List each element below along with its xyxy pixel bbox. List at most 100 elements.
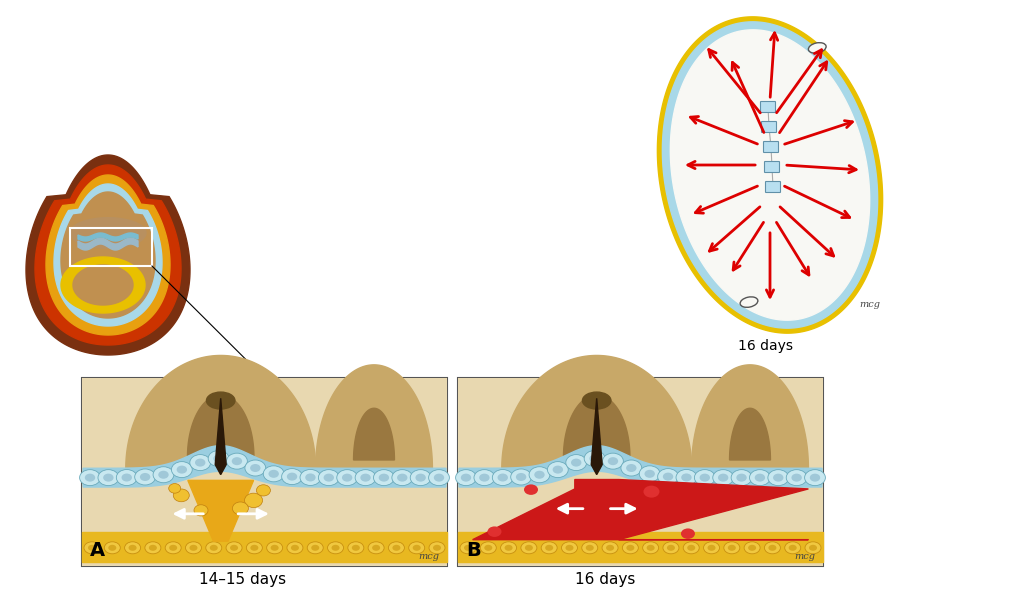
Polygon shape [73, 265, 133, 305]
Ellipse shape [608, 457, 618, 465]
Polygon shape [692, 365, 809, 468]
Text: 14–15 days: 14–15 days [199, 572, 286, 587]
Ellipse shape [657, 468, 678, 484]
Ellipse shape [116, 470, 137, 486]
Ellipse shape [789, 545, 797, 551]
Ellipse shape [149, 545, 157, 551]
Ellipse shape [566, 454, 586, 470]
Ellipse shape [332, 545, 340, 551]
Ellipse shape [541, 542, 557, 554]
Polygon shape [501, 356, 692, 468]
Polygon shape [662, 22, 878, 328]
Ellipse shape [521, 542, 537, 554]
Ellipse shape [121, 473, 132, 481]
Ellipse shape [810, 473, 820, 482]
Ellipse shape [603, 453, 624, 469]
Bar [82, 378, 447, 566]
FancyBboxPatch shape [760, 101, 775, 112]
FancyBboxPatch shape [764, 162, 779, 173]
Ellipse shape [185, 542, 201, 554]
Ellipse shape [250, 464, 261, 472]
Ellipse shape [416, 473, 426, 482]
Ellipse shape [740, 297, 758, 307]
Ellipse shape [165, 542, 181, 554]
Ellipse shape [245, 460, 266, 476]
Ellipse shape [809, 545, 817, 551]
Polygon shape [61, 257, 145, 313]
Ellipse shape [328, 542, 344, 554]
Ellipse shape [663, 473, 673, 481]
FancyBboxPatch shape [761, 121, 776, 132]
Ellipse shape [342, 473, 353, 482]
Ellipse shape [525, 545, 533, 551]
Ellipse shape [681, 528, 695, 539]
Ellipse shape [639, 466, 660, 482]
Bar [82, 378, 447, 566]
Ellipse shape [189, 545, 197, 551]
Ellipse shape [461, 473, 471, 482]
Ellipse shape [805, 470, 825, 486]
Ellipse shape [484, 545, 492, 551]
Text: A: A [90, 541, 105, 560]
Ellipse shape [410, 470, 431, 486]
Ellipse shape [103, 473, 113, 482]
Ellipse shape [352, 545, 360, 551]
Ellipse shape [479, 473, 489, 482]
Ellipse shape [643, 542, 658, 554]
Ellipse shape [584, 451, 605, 467]
Polygon shape [315, 365, 433, 468]
Polygon shape [563, 395, 630, 457]
Ellipse shape [809, 43, 826, 53]
Ellipse shape [145, 542, 161, 554]
Ellipse shape [231, 545, 238, 551]
Ellipse shape [713, 470, 734, 486]
Ellipse shape [153, 467, 174, 483]
Ellipse shape [681, 473, 692, 481]
Ellipse shape [663, 542, 679, 554]
Ellipse shape [561, 542, 577, 554]
Ellipse shape [311, 545, 319, 551]
Ellipse shape [487, 526, 501, 537]
Ellipse shape [529, 467, 550, 483]
Ellipse shape [287, 542, 303, 554]
Ellipse shape [337, 470, 358, 486]
Bar [458, 378, 823, 566]
Ellipse shape [805, 542, 821, 554]
Ellipse shape [603, 542, 618, 554]
Ellipse shape [534, 471, 545, 479]
Polygon shape [61, 192, 155, 318]
Ellipse shape [433, 545, 441, 551]
Ellipse shape [397, 473, 407, 482]
Ellipse shape [516, 473, 527, 481]
Ellipse shape [627, 545, 634, 551]
Ellipse shape [169, 545, 177, 551]
Ellipse shape [571, 459, 581, 467]
Ellipse shape [474, 470, 494, 486]
Text: 16 days: 16 days [738, 339, 794, 353]
Ellipse shape [792, 473, 802, 482]
Ellipse shape [429, 542, 445, 554]
Ellipse shape [226, 542, 242, 554]
Ellipse shape [708, 545, 716, 551]
Ellipse shape [582, 392, 611, 409]
Ellipse shape [282, 468, 302, 484]
Polygon shape [354, 408, 394, 460]
Ellipse shape [291, 545, 299, 551]
Ellipse shape [695, 470, 715, 486]
Ellipse shape [676, 470, 697, 486]
Ellipse shape [623, 542, 638, 554]
Polygon shape [591, 398, 603, 475]
Bar [70, 228, 152, 266]
Ellipse shape [464, 545, 472, 551]
Ellipse shape [300, 470, 320, 486]
Ellipse shape [687, 545, 696, 551]
Polygon shape [47, 175, 170, 335]
Ellipse shape [84, 542, 100, 554]
Polygon shape [26, 155, 190, 355]
Ellipse shape [104, 542, 120, 554]
Ellipse shape [787, 470, 807, 486]
Ellipse shape [128, 545, 136, 551]
FancyBboxPatch shape [763, 142, 778, 152]
Ellipse shape [718, 473, 728, 482]
Ellipse shape [748, 545, 756, 551]
